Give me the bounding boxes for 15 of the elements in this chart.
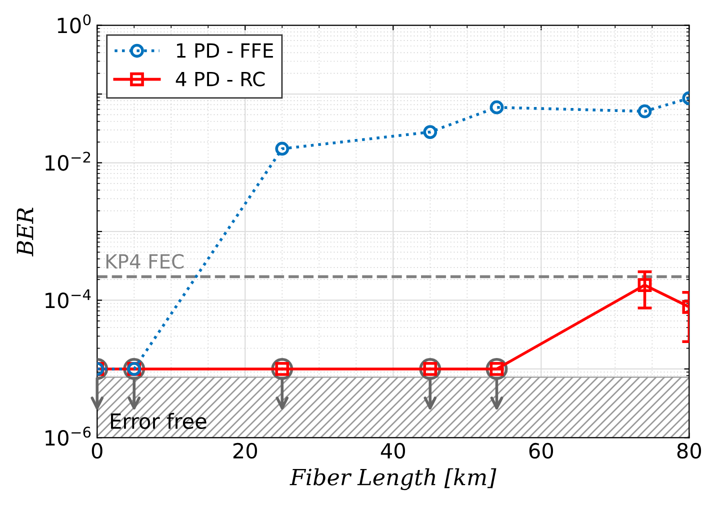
y-tick-label: 10$^{−2}$	[46, 152, 90, 171]
y-tick-label: 10$^{−6}$	[46, 426, 91, 446]
x-tick-label: 40	[380, 442, 406, 459]
band-label: Error free	[111, 412, 206, 430]
x-tick-label: 60	[529, 442, 554, 459]
legend-label: 1 PD - FFE	[177, 43, 273, 58]
x-tick-label: 80	[677, 442, 702, 459]
x-tick-label: 0	[92, 442, 102, 459]
y-tick-label: 10$^{0}$	[58, 14, 91, 34]
ref-line-label: KP4 FEC	[106, 254, 184, 269]
x-axis-title: Fiber Length [km]	[290, 468, 496, 490]
legend-label: 4 PD - RC	[176, 72, 265, 86]
y-tick-label: 10$^{−4}$	[46, 289, 91, 308]
x-tick-label: 20	[233, 442, 258, 459]
y-axis-title: BER	[16, 208, 34, 256]
